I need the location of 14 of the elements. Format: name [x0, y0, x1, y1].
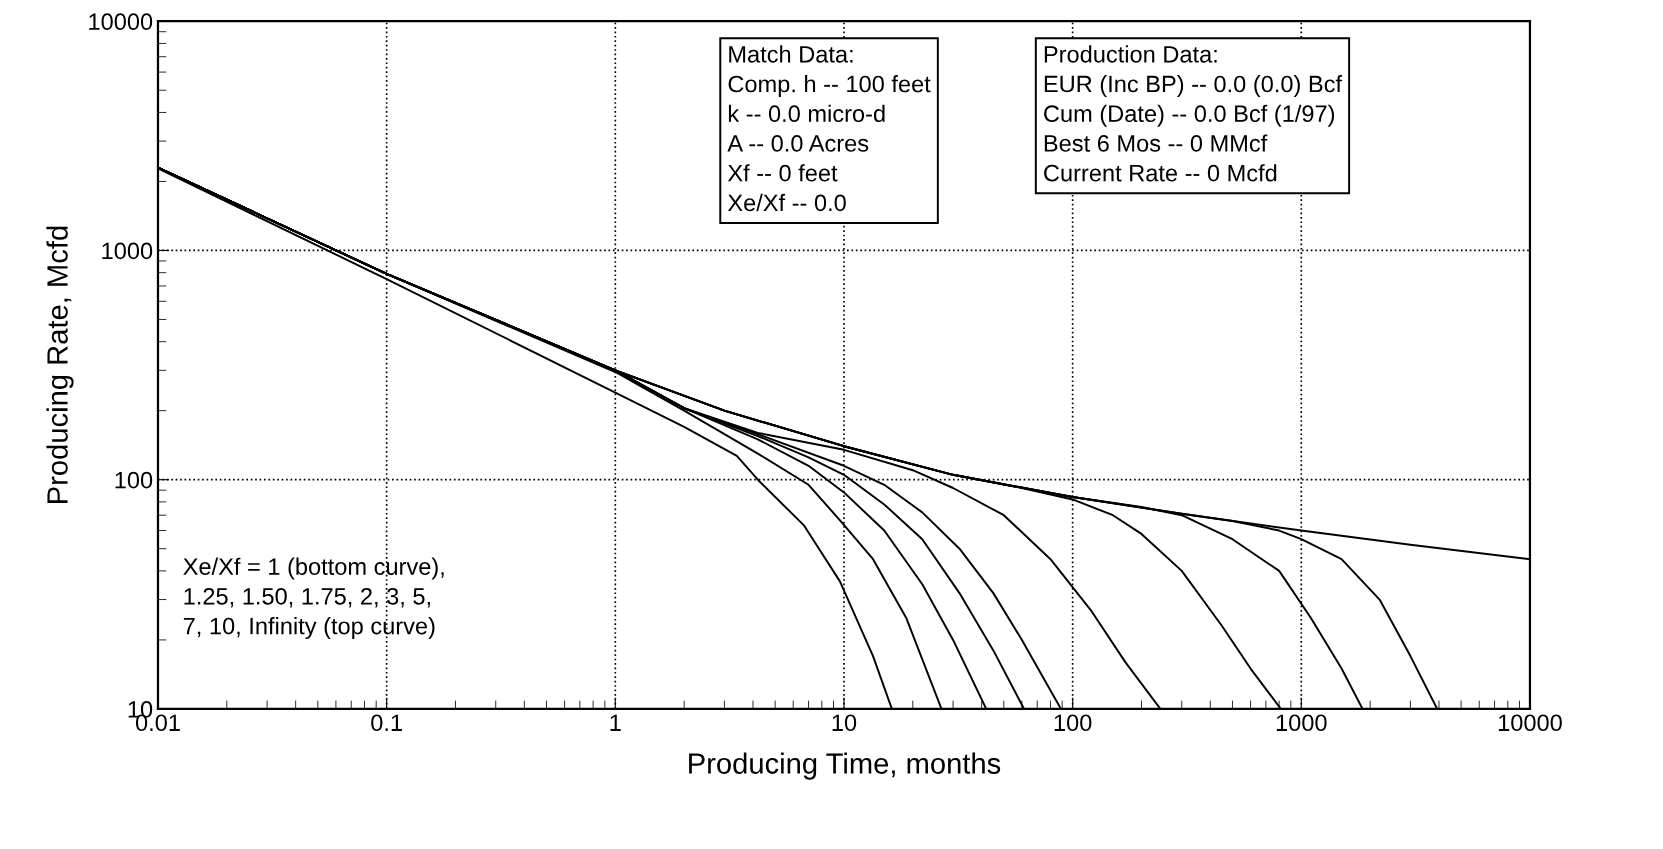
x-tick-label: 10 [832, 714, 857, 732]
x-tick-label: 1000 [1276, 714, 1327, 732]
y-axis-title: Producing Rate, Mcfd [46, 226, 74, 503]
x-tick-label: 10000 [1498, 714, 1562, 732]
x-tick-label: 100 [1054, 714, 1092, 732]
x-tick-label: 0.1 [371, 714, 402, 732]
annotation: Match Data: Comp. h -- 100 feet k -- 0.0 micro-d A -- 0.0 Acres Xf -- 0 feet Xe/Xf -- 0.0 [727, 45, 931, 212]
x-axis-title: Producing Time, months [689, 752, 1001, 780]
y-tick-label: 1000 [102, 242, 153, 260]
x-tick-label: 1 [610, 714, 621, 731]
y-tick-label: 10000 [89, 13, 153, 31]
annotation: Xe/Xf = 1 (bottom curve), 1.25, 1.50, 1.75, 2, 3, 5, 7, 10, Infinity (top curve) [183, 557, 444, 640]
y-tick-label: 100 [115, 471, 153, 489]
annotation: Production Data: EUR (Inc BP) -- 0.0 (0.0) Bcf Cum (Date) -- 0.0 Bcf (1/97) Best 6 Mos -- 0 MMcf Current Rate -- 0 Mcfd [1044, 45, 1343, 182]
